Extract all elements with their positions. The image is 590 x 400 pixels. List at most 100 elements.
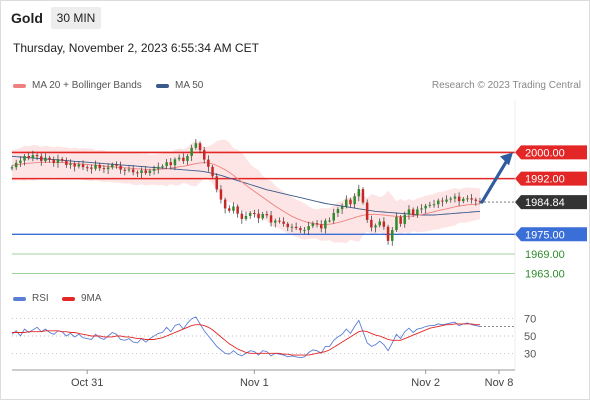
candle-body	[395, 216, 398, 230]
candle-body	[399, 216, 402, 224]
level-label-1992-00: 1992.00	[525, 174, 565, 186]
candle-body	[94, 164, 97, 169]
candle-body	[370, 219, 373, 228]
candle-body	[203, 150, 206, 160]
x-tick-label: Nov 1	[240, 377, 269, 389]
candle-body	[466, 198, 469, 200]
candle-body	[453, 196, 457, 199]
candle-body	[194, 143, 198, 148]
candle-body	[236, 206, 239, 214]
candle-body	[244, 216, 248, 219]
candle-body	[303, 230, 306, 232]
candle-body	[265, 214, 269, 216]
candle-body	[361, 189, 365, 203]
rsi-tick-label: 70	[524, 314, 536, 326]
candle-body	[136, 172, 139, 174]
rsi-tick-label: 30	[524, 348, 536, 360]
candle-body	[31, 155, 35, 159]
candle-body	[374, 225, 377, 228]
candle-body	[106, 167, 110, 170]
candle-body	[65, 160, 68, 165]
candle-body	[391, 230, 394, 241]
ma50-label: MA 50	[175, 80, 204, 91]
candle-body	[470, 198, 473, 200]
candle-body	[52, 159, 55, 163]
candle-body	[340, 206, 344, 210]
candle-body	[424, 205, 427, 209]
candle-body	[127, 169, 131, 171]
level-label-1969-00: 1969.00	[525, 249, 565, 261]
x-tick-label: Oct 31	[71, 377, 103, 389]
candle-body	[215, 176, 218, 190]
candle-body	[294, 226, 298, 229]
candle-body	[165, 162, 168, 167]
rsi-label: RSI	[32, 293, 49, 304]
candle-body	[382, 221, 386, 227]
candle-body	[111, 164, 114, 168]
candle-body	[56, 159, 60, 163]
candle-body	[315, 223, 319, 225]
candle-body	[286, 223, 289, 228]
candle-body	[432, 204, 436, 206]
candle-body	[219, 189, 223, 200]
candle-body	[169, 162, 172, 166]
candle-body	[198, 143, 202, 151]
candle-body	[140, 170, 143, 173]
candle-body	[40, 156, 43, 161]
candle-body	[223, 199, 227, 209]
candle-body	[144, 170, 147, 173]
level-label-1975-00: 1975.00	[525, 229, 565, 241]
candle-body	[307, 226, 310, 230]
legend-9ma: 9MA	[62, 293, 102, 304]
candle-body	[332, 213, 335, 221]
ma50-swatch	[156, 83, 169, 88]
symbol-title: Gold	[11, 10, 43, 26]
candle-body	[253, 213, 256, 214]
chart-datetime: Thursday, November 2, 2023 6:55:34 AM CE…	[13, 41, 259, 55]
candle-body	[232, 206, 235, 211]
candle-body	[123, 169, 127, 171]
candle-body	[457, 196, 461, 202]
bollinger-band	[12, 139, 480, 244]
candle-body	[177, 157, 181, 160]
candle-body	[73, 163, 76, 167]
forecast-arrow-head	[500, 152, 513, 166]
research-credit: Research © 2023 Trading Central	[431, 80, 581, 91]
candle-body	[157, 166, 160, 169]
candle-body	[428, 204, 432, 206]
candle-body	[48, 157, 51, 160]
candle-body	[462, 198, 465, 202]
candle-body	[10, 167, 14, 169]
ma20-label: MA 20 + Bollinger Bands	[32, 80, 142, 91]
rsi-swatch	[13, 296, 26, 301]
candle-body	[190, 147, 193, 156]
ma50-line	[11, 155, 481, 216]
candle-body	[353, 196, 356, 205]
rsi-tick-label: 50	[524, 331, 536, 343]
legend-ma50: MA 50	[156, 80, 203, 91]
candle-body	[90, 167, 93, 169]
candle-body	[407, 209, 411, 215]
candle-body	[182, 157, 185, 161]
x-tick-label: Nov 2	[411, 377, 440, 389]
level-tag-1984-84	[515, 195, 587, 210]
candle-body	[27, 156, 30, 159]
candle-body	[269, 215, 273, 223]
candle-body	[445, 199, 448, 202]
candle-body	[299, 228, 302, 231]
candle-body	[77, 164, 81, 167]
candle-body	[378, 221, 381, 226]
timeframe-button[interactable]: 30 MIN	[51, 7, 101, 29]
candle-body	[131, 169, 135, 173]
candle-body	[102, 168, 106, 170]
chart-header: Gold 30 MIN	[0, 0, 590, 36]
candle-body	[60, 159, 64, 161]
ma20-swatch	[13, 83, 26, 88]
candle-body	[386, 226, 390, 241]
candle-body	[23, 156, 26, 161]
candle-body	[69, 163, 72, 165]
candle-body	[261, 214, 264, 219]
candle-body	[474, 199, 478, 201]
level-tag-1975-00	[515, 227, 587, 242]
